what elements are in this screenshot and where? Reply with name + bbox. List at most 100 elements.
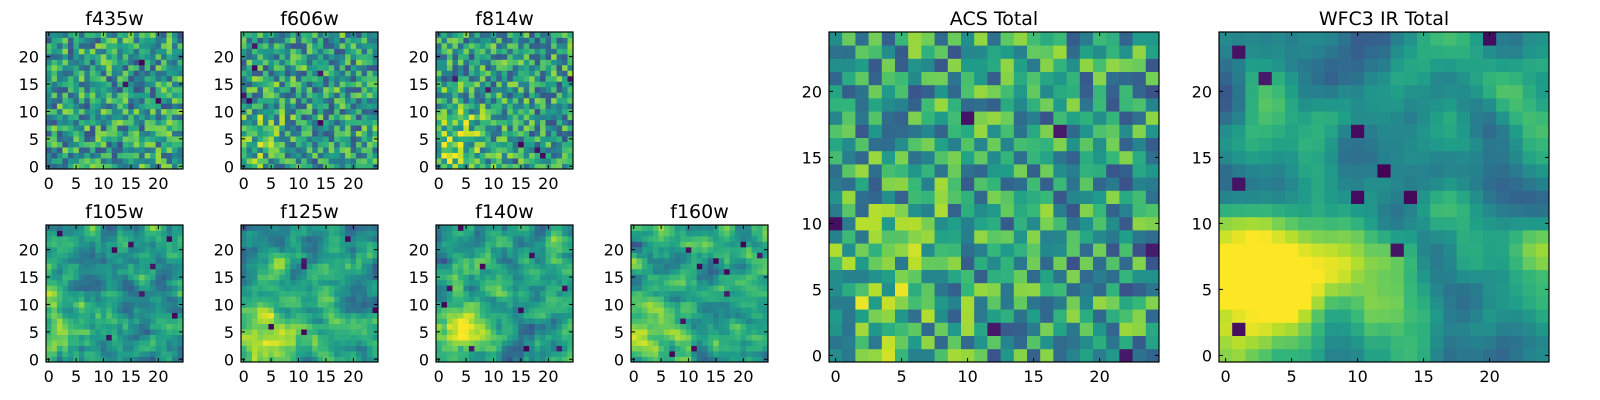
heatmap-cell	[724, 235, 731, 242]
heatmap-cell	[757, 356, 763, 363]
heatmap-cell	[133, 351, 140, 357]
heatmap-cell	[62, 70, 69, 77]
heatmap-cell	[631, 268, 637, 275]
heatmap-cell	[144, 108, 151, 115]
heatmap-cell	[317, 152, 324, 159]
heatmap-cell	[46, 48, 52, 55]
heatmap-cell	[523, 285, 530, 292]
heatmap-cell	[474, 70, 481, 77]
heatmap-cell	[441, 86, 448, 93]
heatmap-cell	[139, 37, 146, 44]
heatmap-cell	[251, 241, 258, 248]
heatmap-cell	[350, 158, 357, 164]
heatmap-cell	[295, 334, 302, 341]
heatmap-cell	[680, 356, 687, 363]
heatmap-cell	[457, 301, 464, 308]
heatmap-cell	[457, 152, 464, 159]
heatmap-cell	[84, 312, 91, 319]
heatmap-cell	[122, 53, 129, 60]
heatmap-cell	[479, 141, 486, 148]
heatmap-cell	[273, 158, 280, 164]
heatmap-cell	[746, 296, 752, 303]
heatmap-cell	[73, 252, 80, 259]
heatmap-cell	[46, 114, 52, 121]
heatmap-cell	[279, 130, 286, 137]
heatmap-cell	[51, 230, 58, 237]
heatmap-cell	[84, 318, 91, 325]
heatmap-cell	[166, 252, 173, 259]
heatmap-cell	[155, 108, 162, 115]
heatmap-cell	[713, 323, 720, 330]
heatmap-cell	[631, 307, 637, 314]
heatmap-cell	[100, 92, 107, 99]
heatmap-cell	[257, 136, 264, 142]
heatmap-cell	[268, 246, 275, 253]
heatmap-cell	[740, 252, 747, 259]
heatmap-cell	[106, 252, 113, 259]
heatmap-cell	[501, 307, 508, 314]
heatmap-cell	[751, 351, 758, 357]
heatmap-cell	[463, 75, 470, 82]
heatmap-cell	[507, 323, 514, 330]
heatmap-cell	[117, 70, 124, 77]
heatmap-cell	[317, 59, 324, 66]
heatmap-cell	[306, 235, 313, 242]
heatmap-cell	[446, 108, 453, 115]
heatmap-cell	[696, 323, 703, 330]
heatmap-cell	[46, 323, 52, 330]
heatmap-cell	[241, 230, 247, 237]
heatmap-cell	[95, 301, 102, 308]
heatmap-cell	[562, 125, 568, 132]
heatmap-cell	[562, 356, 568, 363]
heatmap-cell	[279, 246, 286, 253]
heatmap-cell	[474, 48, 481, 55]
heatmap-cell	[144, 279, 151, 286]
heatmap-cell	[166, 70, 173, 77]
heatmap-cell	[323, 141, 330, 148]
heatmap-cell	[306, 130, 313, 137]
heatmap-cell	[84, 329, 91, 335]
heatmap-cell	[328, 246, 335, 253]
heatmap-cell	[496, 119, 503, 126]
x-tick-label: 10	[483, 174, 503, 193]
heatmap-cell	[485, 268, 492, 275]
heatmap-cell	[934, 216, 949, 231]
heatmap-cell	[161, 290, 167, 297]
heatmap-cell	[523, 225, 530, 231]
heatmap-cell	[73, 42, 80, 49]
heatmap-cell	[166, 340, 173, 346]
heatmap-cell	[361, 42, 368, 49]
heatmap-cell	[356, 75, 362, 82]
heatmap-cell	[641, 241, 648, 248]
heatmap-cell	[523, 241, 530, 248]
heatmap-cell	[334, 163, 341, 170]
heatmap-cell	[46, 152, 52, 159]
heatmap-cell	[350, 318, 357, 325]
heatmap-cell	[290, 92, 297, 99]
heatmap-cell	[334, 42, 341, 49]
heatmap-cell	[669, 318, 676, 325]
heatmap-cell	[328, 268, 335, 275]
heatmap-cell	[680, 334, 687, 341]
heatmap-cell	[177, 257, 184, 264]
heatmap-cell	[279, 108, 286, 115]
heatmap-cell	[306, 263, 313, 270]
heatmap-cell	[166, 318, 173, 325]
heatmap-cell	[468, 86, 475, 93]
heatmap-cell	[934, 203, 949, 218]
heatmap-cell	[306, 246, 313, 253]
heatmap-cell	[562, 136, 568, 142]
heatmap-cell	[56, 296, 63, 303]
heatmap-cell	[133, 323, 140, 330]
heatmap-cell	[556, 257, 563, 264]
heatmap-cell	[317, 252, 324, 259]
heatmap-cell	[78, 285, 85, 292]
heatmap-cell	[713, 257, 720, 264]
heatmap-cell	[139, 125, 146, 132]
heatmap-cell	[155, 92, 162, 99]
heatmap-cell	[540, 312, 546, 319]
heatmap-cell	[62, 329, 69, 335]
heatmap-cell	[301, 312, 308, 319]
heatmap-cell	[241, 114, 247, 121]
heatmap-cell	[490, 75, 497, 82]
